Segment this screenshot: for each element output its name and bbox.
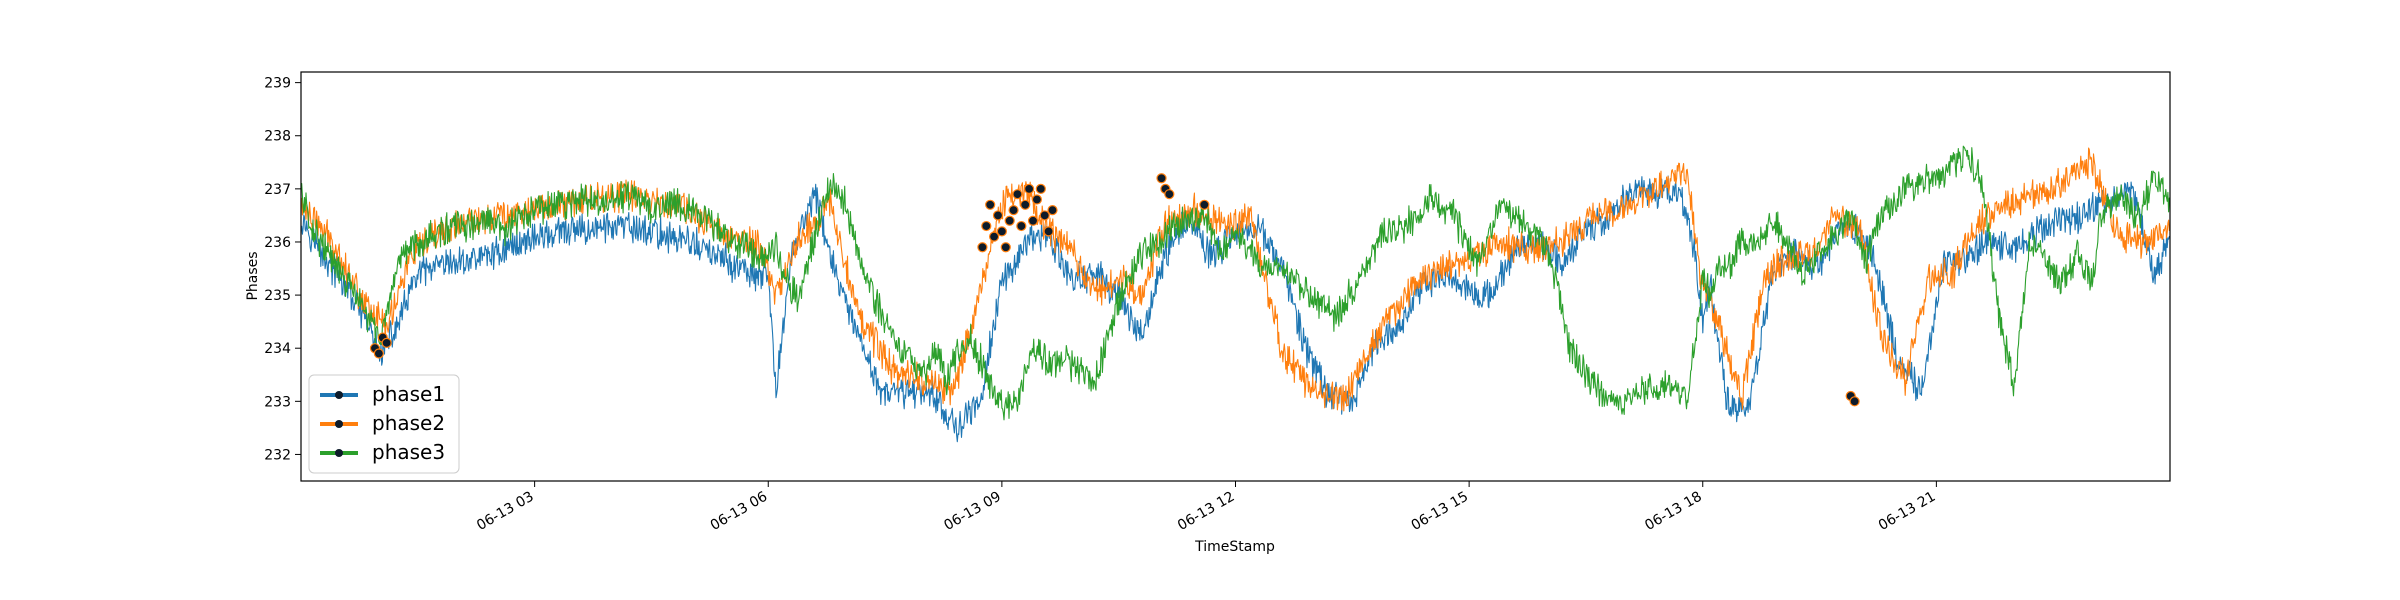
anomaly-marker bbox=[1027, 215, 1039, 226]
legend-entry-phase3: phase3 bbox=[320, 440, 445, 464]
legend-label-phase3: phase3 bbox=[372, 440, 445, 464]
anomaly-marker bbox=[985, 199, 996, 210]
anomaly-marker bbox=[1004, 215, 1015, 226]
y-tick-label: 237 bbox=[264, 182, 291, 198]
series-layer bbox=[301, 145, 2170, 443]
anomaly-marker bbox=[981, 220, 992, 232]
anomaly-marker bbox=[1039, 210, 1050, 221]
legend-marker-phase3 bbox=[335, 449, 343, 457]
series-line-phase1 bbox=[301, 175, 2170, 443]
y-tick-label: 234 bbox=[264, 341, 291, 357]
anomaly-marker bbox=[1164, 189, 1175, 200]
legend-marker-phase1 bbox=[335, 391, 343, 399]
anomaly-marker bbox=[373, 348, 384, 359]
legend-label-phase2: phase2 bbox=[372, 411, 445, 435]
anomaly-marker bbox=[1016, 220, 1027, 232]
anomaly-marker bbox=[1047, 205, 1058, 216]
anomaly-marker bbox=[1849, 396, 1860, 407]
y-tick-label: 236 bbox=[264, 235, 291, 251]
anomaly-marker bbox=[1035, 183, 1046, 194]
anomaly-marker bbox=[977, 242, 988, 253]
legend-box bbox=[308, 374, 460, 474]
legend-marker-phase2 bbox=[335, 420, 343, 428]
anomaly-marker bbox=[381, 337, 392, 348]
anomaly-marker bbox=[992, 210, 1004, 221]
y-tick-label: 239 bbox=[264, 76, 291, 92]
anomaly-marker bbox=[1020, 199, 1031, 210]
legend-label-phase1: phase1 bbox=[372, 382, 445, 406]
legend-entry-phase2: phase2 bbox=[320, 411, 445, 435]
y-axis-label: Phases bbox=[245, 251, 261, 300]
legend-entry-phase1: phase1 bbox=[320, 382, 445, 406]
y-tick-label: 238 bbox=[264, 129, 291, 145]
anomaly-marker bbox=[988, 231, 1000, 242]
series-line-phase3 bbox=[301, 145, 2170, 421]
anomaly-marker bbox=[1008, 205, 1019, 216]
legend: phase1 phase2 phase3 bbox=[308, 374, 460, 474]
y-axis: 232 233 234 235 236 237 238 239 bbox=[264, 76, 301, 463]
anomaly-marker bbox=[1199, 199, 1210, 210]
anomaly-marker bbox=[996, 226, 1007, 237]
y-tick-label: 235 bbox=[264, 288, 291, 304]
y-tick-label: 232 bbox=[264, 447, 291, 463]
anomaly-marker bbox=[1043, 226, 1054, 237]
y-tick-label: 233 bbox=[264, 394, 291, 410]
anomaly-marker bbox=[1012, 189, 1023, 200]
anomaly-marker-layer bbox=[369, 173, 1860, 407]
anomaly-marker bbox=[1156, 173, 1167, 184]
x-axis-label: TimeStamp bbox=[1194, 539, 1275, 555]
anomaly-marker bbox=[1000, 242, 1011, 253]
anomaly-marker bbox=[1031, 194, 1043, 205]
anomaly-marker bbox=[1024, 183, 1035, 194]
